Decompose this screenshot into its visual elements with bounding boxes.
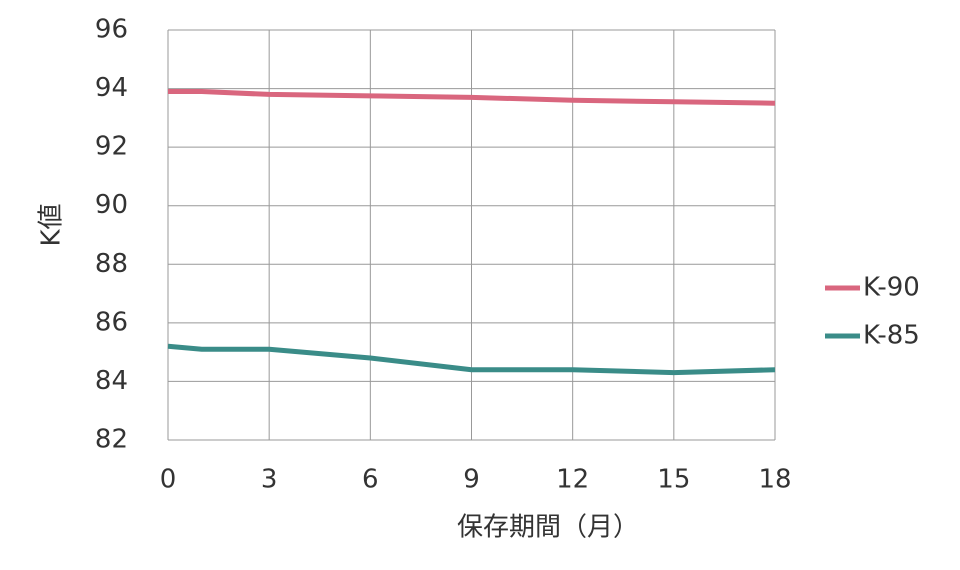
legend-label: K-85 [863,321,920,351]
y-tick-label: 82 [95,425,128,455]
x-axis-label: 保存期間（月） [457,513,639,543]
y-tick-label: 94 [95,73,128,103]
series-line [168,89,776,106]
x-tick-label: 0 [160,465,177,495]
y-tick-label: 92 [95,132,128,162]
y-tick-label: 86 [95,307,128,337]
x-tick-label: 3 [261,465,278,495]
x-tick-label: 6 [362,465,379,495]
x-tick-label: 9 [463,465,480,495]
y-tick-label: 84 [95,366,128,396]
x-tick-label: 18 [758,465,791,495]
x-tick-label: 15 [657,465,690,495]
series-line [167,343,776,376]
y-tick-label: 90 [95,190,128,220]
y-tick-label: 96 [95,15,128,45]
y-tick-label: 88 [95,249,128,279]
y-axis-label: K値 [37,203,67,246]
legend-label: K-90 [863,273,920,303]
x-tick-label: 12 [556,465,589,495]
